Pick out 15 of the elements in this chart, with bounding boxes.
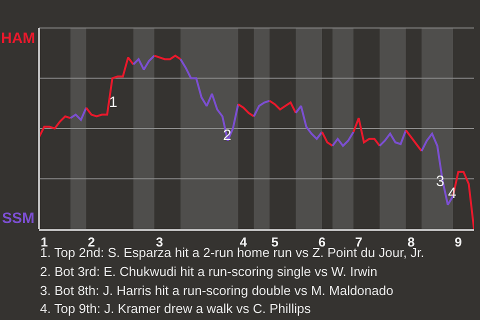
x-tick-label: 5 [271, 234, 278, 250]
text: HAM [1, 30, 36, 47]
text: 3. Bot 8th: J. Harris hit a run-scoring double vs M. Maldonado [40, 283, 394, 298]
x-tick-label: 9 [454, 234, 462, 250]
text: 2. Bot 3rd: E. Chukwudi hit a run-scoring single vs W. Irwin [40, 264, 378, 279]
x-tick-label: 2 [88, 234, 96, 250]
x-tick-label: 8 [407, 234, 415, 250]
text: SSM [2, 210, 35, 227]
annotation: 1 [109, 94, 118, 111]
x-tick-label: 3 [156, 234, 164, 250]
text: 4. Top 9th: J. Kramer drew a walk vs C. Phillips [40, 301, 312, 316]
x-tick-label: 7 [355, 234, 362, 250]
x-tick-label: 6 [318, 234, 326, 250]
x-tick-label: 4 [240, 234, 248, 250]
annotation: 2 [223, 127, 232, 144]
